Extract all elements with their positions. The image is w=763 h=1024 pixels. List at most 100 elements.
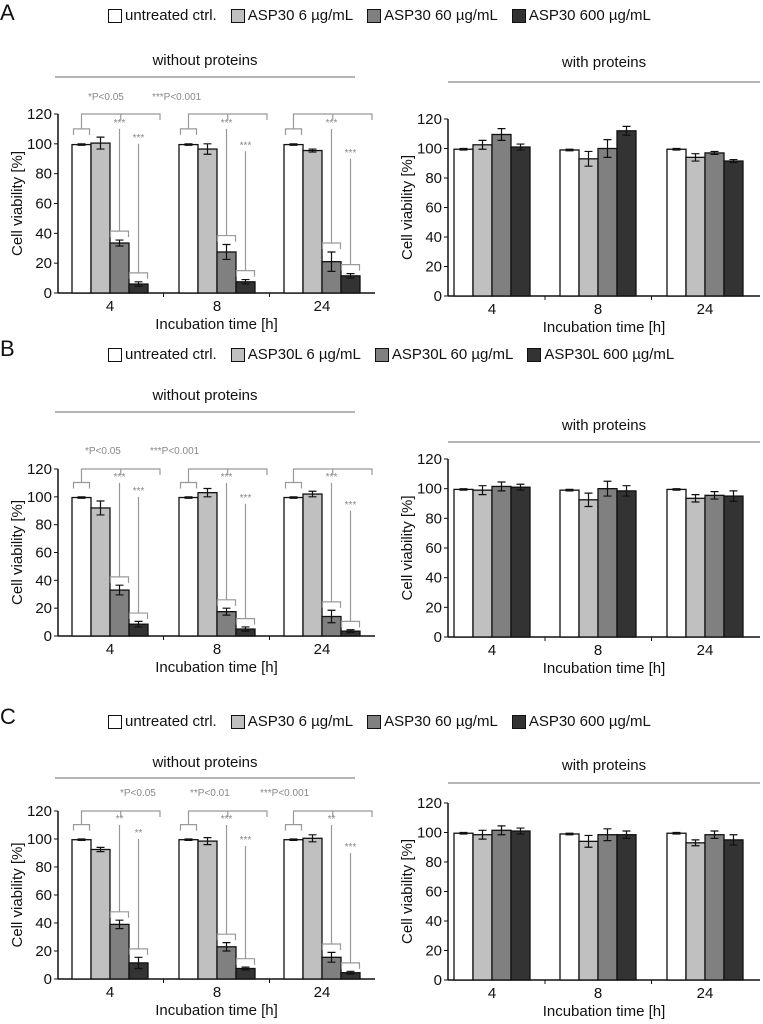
error-bar bbox=[96, 846, 105, 853]
bar bbox=[178, 839, 199, 980]
significance-bracket bbox=[128, 839, 149, 955]
error-bar bbox=[622, 830, 631, 839]
error-bar bbox=[184, 838, 193, 841]
significance-bracket bbox=[235, 846, 256, 965]
significance-bracket bbox=[109, 128, 130, 238]
bar bbox=[472, 144, 493, 297]
y-tick-label: 120 bbox=[27, 461, 52, 478]
legend-swatch bbox=[230, 347, 245, 362]
y-tick-label: 40 bbox=[35, 915, 52, 932]
error-bar bbox=[308, 148, 317, 153]
bar bbox=[283, 496, 304, 637]
x-tick-label: 24 bbox=[697, 301, 714, 318]
y-tick-label: 120 bbox=[417, 111, 442, 128]
bar bbox=[472, 489, 493, 638]
x-tick-label: 4 bbox=[488, 301, 496, 318]
error-bar bbox=[459, 488, 468, 491]
bar bbox=[90, 507, 111, 637]
error-bar bbox=[222, 607, 231, 616]
bar bbox=[90, 142, 111, 294]
legend-swatch bbox=[230, 714, 245, 729]
error-bar bbox=[584, 150, 593, 167]
significance-bracket bbox=[216, 825, 237, 941]
y-tick-label: 20 bbox=[35, 600, 52, 617]
error-bar bbox=[203, 143, 212, 155]
y-tick-label: 120 bbox=[417, 795, 442, 812]
bar bbox=[578, 158, 599, 297]
x-axis-label: Incubation time [h] bbox=[155, 659, 278, 676]
y-tick-label: 40 bbox=[425, 229, 442, 246]
significance-bracket bbox=[235, 503, 256, 625]
chart-title: with proteins bbox=[561, 757, 646, 774]
error-bar bbox=[672, 488, 681, 491]
legend-swatch bbox=[511, 8, 526, 23]
y-tick-label: 60 bbox=[35, 887, 52, 904]
x-tick-label: 4 bbox=[488, 642, 496, 659]
bar bbox=[685, 497, 706, 638]
error-bar bbox=[308, 490, 317, 498]
y-tick-label: 60 bbox=[35, 545, 52, 562]
bar bbox=[197, 840, 218, 980]
y-tick-label: 0 bbox=[44, 285, 52, 302]
error-bar bbox=[497, 481, 506, 492]
y-axis-label: Cell viability [%] bbox=[399, 839, 416, 944]
error-bar bbox=[584, 834, 593, 848]
significance-stars: *** bbox=[221, 118, 233, 129]
p-value-note: **P<0.01 bbox=[190, 788, 230, 799]
significance-stars: *** bbox=[240, 140, 252, 151]
y-tick-label: 20 bbox=[35, 255, 52, 272]
significance-bracket bbox=[179, 468, 268, 489]
bar bbox=[109, 923, 130, 980]
error-bar bbox=[497, 825, 506, 836]
error-bar bbox=[289, 496, 298, 499]
y-tick-label: 0 bbox=[44, 971, 52, 988]
legend-label: ASP30L 600 µg/mL bbox=[544, 346, 675, 363]
y-tick-label: 80 bbox=[35, 859, 52, 876]
bar bbox=[109, 242, 130, 294]
y-tick-label: 0 bbox=[434, 972, 442, 989]
legend-swatch bbox=[511, 714, 526, 729]
legend-item: untreated ctrl. bbox=[108, 713, 217, 730]
bar bbox=[491, 829, 512, 981]
bar bbox=[472, 834, 493, 981]
error-bar bbox=[96, 500, 105, 516]
error-bar bbox=[672, 147, 681, 151]
error-bar bbox=[346, 970, 355, 975]
bar bbox=[302, 493, 323, 637]
significance-stars: *** bbox=[240, 493, 252, 504]
y-tick-label: 40 bbox=[425, 570, 442, 587]
y-tick-label: 100 bbox=[27, 136, 52, 153]
legend-label: ASP30L 6 µg/mL bbox=[247, 346, 361, 363]
significance-bracket bbox=[340, 510, 361, 628]
x-tick-label: 24 bbox=[314, 641, 331, 658]
error-bar bbox=[327, 951, 336, 963]
significance-bracket bbox=[340, 853, 361, 969]
y-tick-label: 20 bbox=[425, 599, 442, 616]
y-tick-label: 80 bbox=[425, 170, 442, 187]
bar bbox=[723, 839, 744, 981]
y-tick-label: 60 bbox=[425, 200, 442, 217]
bar bbox=[283, 839, 304, 980]
error-bar bbox=[184, 496, 193, 499]
bar bbox=[666, 488, 687, 638]
significance-bracket bbox=[72, 468, 161, 489]
error-bar bbox=[77, 496, 86, 499]
significance-bracket bbox=[179, 810, 268, 831]
error-bar bbox=[603, 828, 612, 842]
x-axis-label: Incubation time [h] bbox=[543, 660, 666, 677]
p-value-note: *P<0.05 bbox=[88, 92, 124, 103]
significance-bracket bbox=[216, 128, 237, 242]
bar bbox=[616, 130, 637, 297]
legend-label: untreated ctrl. bbox=[125, 713, 217, 730]
error-bar bbox=[134, 620, 143, 628]
x-tick-label: 24 bbox=[697, 985, 714, 1002]
error-bar bbox=[346, 273, 355, 279]
error-bar bbox=[308, 834, 317, 843]
significance-bracket bbox=[72, 810, 161, 831]
x-tick-label: 8 bbox=[213, 298, 221, 315]
error-bar bbox=[115, 239, 124, 247]
bar bbox=[616, 490, 637, 638]
significance-stars: *** bbox=[326, 118, 338, 129]
bar bbox=[559, 833, 580, 981]
